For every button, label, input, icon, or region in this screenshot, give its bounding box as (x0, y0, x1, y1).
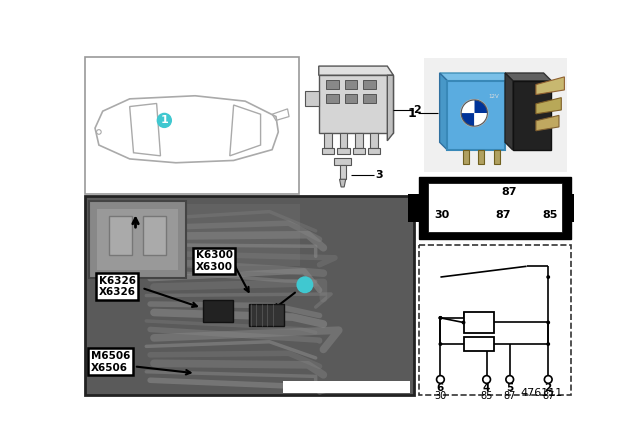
Bar (424, 58, 566, 172)
Text: EO E60 61 0260: EO E60 61 0260 (308, 381, 387, 392)
Circle shape (438, 316, 442, 320)
Bar (572, 194, 582, 222)
Text: 30: 30 (435, 391, 447, 401)
Polygon shape (536, 116, 559, 131)
Text: 30: 30 (435, 211, 449, 220)
Text: 87: 87 (495, 211, 511, 220)
Text: 2: 2 (545, 383, 552, 393)
Text: K6326
X6326: K6326 X6326 (99, 276, 136, 297)
Polygon shape (319, 66, 394, 75)
Bar (143, 216, 166, 255)
Polygon shape (440, 73, 513, 81)
Bar (463, 150, 469, 164)
Bar (319, 75, 394, 133)
Bar (447, 81, 505, 150)
Text: 1: 1 (161, 116, 168, 125)
Wedge shape (474, 113, 488, 126)
Text: 1: 1 (301, 278, 309, 291)
Text: 4: 4 (483, 383, 490, 393)
Wedge shape (474, 100, 488, 113)
Text: K6300
X6300: K6300 X6300 (196, 250, 232, 271)
Polygon shape (505, 73, 513, 150)
Bar (345, 80, 357, 89)
Bar (493, 150, 500, 164)
Bar (428, 183, 562, 233)
Circle shape (157, 113, 172, 128)
Circle shape (460, 99, 488, 127)
Text: 476111: 476111 (521, 388, 563, 397)
Bar (364, 80, 376, 89)
Bar (353, 148, 365, 154)
Bar (97, 208, 178, 270)
Bar (371, 133, 378, 148)
Bar (337, 148, 349, 154)
Circle shape (506, 375, 513, 383)
Bar (326, 94, 339, 103)
Text: 6: 6 (436, 383, 444, 393)
Bar (90, 201, 186, 278)
Polygon shape (536, 98, 561, 114)
Text: 2: 2 (413, 105, 420, 115)
Text: 5: 5 (506, 383, 513, 393)
Bar (419, 245, 572, 395)
Text: 12V: 12V (488, 94, 499, 99)
Polygon shape (440, 73, 447, 150)
Bar (340, 133, 348, 148)
Bar (419, 177, 572, 238)
Text: 85: 85 (542, 211, 557, 220)
Circle shape (547, 342, 550, 346)
Text: 85: 85 (481, 391, 493, 401)
Bar (322, 148, 334, 154)
Polygon shape (387, 75, 394, 141)
Bar (355, 133, 363, 148)
Bar (513, 81, 551, 150)
Bar (408, 194, 420, 222)
Circle shape (438, 342, 442, 346)
Circle shape (461, 321, 465, 324)
Bar (368, 148, 380, 154)
Text: 1: 1 (408, 107, 416, 120)
Bar (84, 196, 414, 395)
Text: 87: 87 (501, 187, 516, 198)
Circle shape (547, 321, 550, 324)
Wedge shape (461, 113, 474, 126)
Bar (305, 90, 319, 106)
Bar (84, 57, 299, 194)
Polygon shape (536, 77, 564, 95)
Bar (204, 300, 232, 322)
Bar (478, 150, 484, 164)
Bar (419, 245, 572, 395)
Bar (345, 94, 357, 103)
Text: 87: 87 (504, 391, 516, 401)
Text: 87: 87 (542, 391, 554, 401)
Circle shape (547, 275, 550, 279)
Circle shape (483, 375, 490, 383)
Wedge shape (461, 100, 474, 113)
Circle shape (438, 316, 442, 320)
Bar (326, 80, 339, 89)
Polygon shape (340, 179, 346, 187)
Bar (250, 304, 284, 326)
Circle shape (545, 375, 552, 383)
Bar (109, 216, 132, 255)
Bar (463, 337, 494, 351)
Polygon shape (505, 73, 551, 81)
Circle shape (436, 375, 444, 383)
Bar (324, 133, 332, 148)
Bar (284, 381, 410, 392)
Bar (364, 94, 376, 103)
Text: 3: 3 (375, 170, 383, 180)
Text: M6506
X6506: M6506 X6506 (91, 351, 130, 373)
Bar (147, 204, 300, 266)
Bar (463, 313, 494, 332)
Bar (334, 158, 351, 165)
Bar (340, 165, 346, 179)
Circle shape (296, 276, 314, 293)
